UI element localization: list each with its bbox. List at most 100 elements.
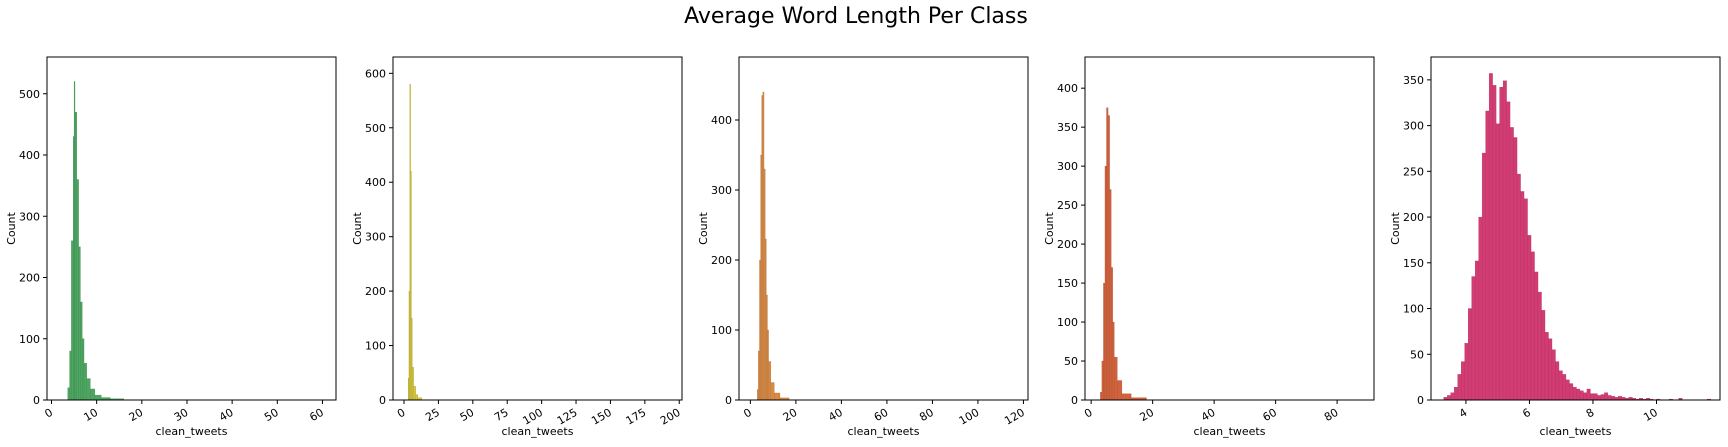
histogram-bar	[1107, 115, 1110, 401]
histogram-bar	[71, 240, 74, 401]
histogram-bar	[1485, 110, 1490, 401]
histogram-bar	[415, 394, 418, 401]
histogram-bar	[1555, 361, 1560, 401]
x-tick-label: 80	[1322, 406, 1341, 424]
x-tick-label: 60	[307, 406, 326, 424]
histogram-bar	[1565, 379, 1570, 401]
histogram-bar	[1502, 80, 1507, 401]
y-tick-label: 100	[1057, 316, 1078, 329]
x-tick-label: 30	[172, 406, 191, 424]
y-axis-label: Count	[1043, 211, 1056, 244]
y-tick-label: 300	[1403, 120, 1424, 133]
histogram-bar	[86, 378, 91, 401]
histogram-bar	[1461, 361, 1465, 401]
x-axis-label: clean_tweets	[156, 425, 228, 438]
x-tick-label: 200	[658, 406, 683, 428]
y-tick-label: 300	[711, 184, 732, 197]
y-tick-label: 150	[1403, 257, 1424, 270]
x-tick-label: 75	[492, 406, 511, 424]
histogram-bar	[760, 154, 762, 401]
histogram-bar	[412, 367, 414, 401]
axes-frame	[392, 56, 683, 401]
axes-frame	[1430, 56, 1721, 401]
y-tick-label: 200	[19, 272, 40, 285]
histogram-bar	[1544, 332, 1549, 401]
x-tick-label: 50	[262, 406, 281, 424]
histogram-bar	[1590, 393, 1595, 401]
y-tick-label: 200	[1403, 211, 1424, 224]
histogram-bar	[1509, 127, 1514, 401]
x-tick-label: 40	[826, 406, 845, 424]
histogram-bar	[1513, 137, 1518, 401]
histogram-bar	[1499, 87, 1504, 401]
figure-title: Average Word Length Per Class	[684, 4, 1028, 29]
histogram-bar	[1492, 85, 1497, 401]
x-tick-label: 0	[395, 406, 408, 421]
histogram-bar	[758, 350, 760, 401]
x-tick-label: 0	[1082, 406, 1095, 421]
histogram-bar	[67, 387, 70, 401]
histogram-bar	[1558, 370, 1563, 401]
histogram-bar	[1583, 392, 1588, 401]
axes-frame	[738, 56, 1029, 401]
histogram-bar	[78, 246, 81, 401]
x-tick-label: 8	[1584, 406, 1597, 421]
histogram-bar	[90, 388, 96, 401]
histogram-panel-5: 0 50 100 150 200 250 300 350 4 6 8 10 clean_tweets Co…	[1389, 56, 1721, 438]
y-tick-label: 300	[1057, 160, 1078, 173]
histogram-bar	[74, 111, 77, 401]
histogram-bar	[1537, 291, 1542, 401]
histogram-bar	[1541, 310, 1546, 401]
histogram-bar	[1117, 380, 1123, 401]
y-tick-label: 500	[19, 88, 40, 101]
x-tick-label: 50	[458, 406, 477, 424]
y-tick-label: 0	[1417, 394, 1424, 407]
histogram-bar	[768, 361, 772, 401]
y-tick-label: 200	[711, 254, 732, 267]
histogram-bar	[1109, 189, 1112, 401]
x-tick-label: 60	[872, 406, 891, 424]
histogram-panel-4: 0 50 100 150 200 250 300 350 400 0 20 40 60 80 clean_t…	[1043, 56, 1375, 438]
histogram-bar	[1576, 388, 1581, 401]
histogram-bar	[1586, 388, 1591, 401]
y-axis-label: Count	[1389, 211, 1402, 244]
histogram-bar	[69, 350, 72, 401]
histogram-bar	[1579, 390, 1584, 401]
x-tick-label: 100	[957, 406, 982, 428]
histogram-bar	[1464, 343, 1469, 401]
histogram-panel-3: 0 100 200 300 400 0 20 40 60 80 100 120 clean_tweets…	[697, 56, 1029, 438]
histogram-bar	[1548, 338, 1553, 401]
histogram-bar	[1481, 152, 1486, 401]
histogram-bar	[762, 91, 765, 401]
y-tick-label: 100	[19, 333, 40, 346]
histogram-bar	[1530, 251, 1535, 401]
histogram-bar	[1474, 260, 1479, 401]
histogram-bar	[1478, 216, 1483, 401]
histogram-bar	[767, 329, 769, 401]
x-axis-label: clean_tweets	[1194, 425, 1266, 438]
y-tick-label: 250	[1057, 199, 1078, 212]
y-tick-label: 600	[365, 67, 386, 80]
histogram-bar	[759, 259, 761, 401]
histogram-bar	[765, 238, 767, 401]
histogram-bar	[1100, 392, 1103, 401]
histogram-bar	[1551, 349, 1556, 401]
y-tick-label: 400	[19, 149, 40, 162]
y-tick-label: 400	[711, 114, 732, 127]
histogram-bar	[1520, 191, 1525, 401]
histogram-bar	[1607, 395, 1612, 401]
histogram-bar	[1562, 374, 1567, 401]
histogram-bar	[1593, 393, 1598, 401]
histogram-bar	[94, 394, 102, 401]
y-axis-label: Count	[351, 211, 364, 244]
histogram-bar	[1454, 387, 1458, 401]
histogram-bar	[1103, 282, 1106, 401]
histogram-bar	[1112, 321, 1115, 401]
histogram-bar	[1611, 396, 1616, 401]
x-tick-label: 0	[741, 406, 754, 421]
histogram-bar	[1534, 271, 1539, 401]
histogram-bar	[83, 363, 87, 401]
histogram-bar	[757, 389, 759, 401]
